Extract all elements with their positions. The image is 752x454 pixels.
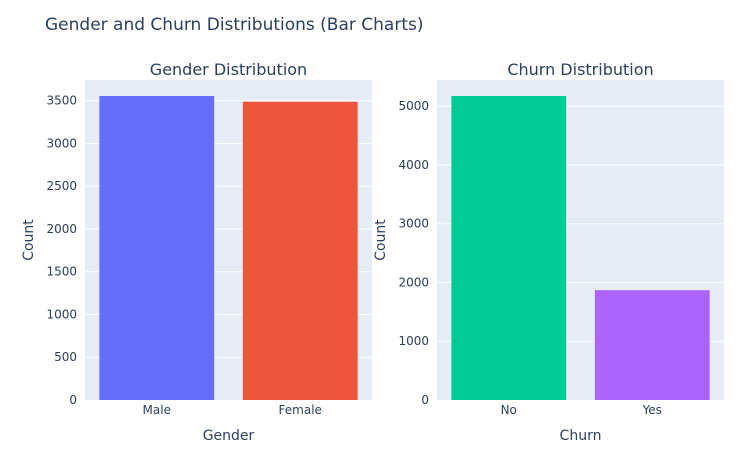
gender-y-ticks: 0 500 1000 1500 2000 2500 3000 3500 xyxy=(46,94,77,407)
gender-x-axis-title: Gender xyxy=(203,428,255,444)
gender-bars xyxy=(99,95,358,400)
churn-y-tick-label: 1000 xyxy=(398,334,429,348)
gender-y-tick-label: 500 xyxy=(54,350,77,364)
gender-y-tick-label: 1500 xyxy=(46,265,77,279)
churn-x-tick-label: Yes xyxy=(642,403,662,417)
gender-x-tick-label: Male xyxy=(143,403,171,417)
churn-y-tick-label: 0 xyxy=(421,393,429,407)
figure-title: Gender and Churn Distributions (Bar Char… xyxy=(45,15,423,35)
gender-y-tick-label: 2000 xyxy=(46,222,77,236)
churn-chart-title: Churn Distribution xyxy=(507,60,653,79)
churn-x-axis-title: Churn xyxy=(560,428,602,444)
gender-y-tick-label: 3500 xyxy=(46,94,77,108)
churn-y-tick-label: 3000 xyxy=(398,217,429,231)
churn-y-axis-title: Count xyxy=(373,219,389,261)
gender-y-tick-label: 1000 xyxy=(46,307,77,321)
gender-x-ticks: Male Female xyxy=(143,403,322,417)
churn-bars xyxy=(451,95,710,401)
churn-y-tick-label: 4000 xyxy=(398,158,429,172)
gender-bar-male[interactable] xyxy=(99,95,215,400)
churn-y-tick-label: 5000 xyxy=(398,99,429,113)
churn-y-tick-label: 2000 xyxy=(398,275,429,289)
gender-chart-title: Gender Distribution xyxy=(150,60,307,79)
gender-y-tick-label: 2500 xyxy=(46,179,77,193)
churn-distribution-panel: 0 1000 2000 3000 4000 5000 No Yes Churn Distri… xyxy=(373,60,724,444)
churn-y-ticks: 0 1000 2000 3000 4000 5000 xyxy=(398,99,429,407)
gender-y-tick-label: 0 xyxy=(69,393,77,407)
gender-y-tick-label: 3000 xyxy=(46,136,77,150)
churn-x-tick-label: No xyxy=(501,403,517,417)
churn-bar-yes[interactable] xyxy=(594,290,710,400)
gender-x-tick-label: Female xyxy=(279,403,322,417)
gender-y-axis-title: Count xyxy=(21,219,37,261)
churn-x-ticks: No Yes xyxy=(501,403,662,417)
churn-bar-no[interactable] xyxy=(451,95,567,401)
gender-bar-female[interactable] xyxy=(242,101,358,400)
